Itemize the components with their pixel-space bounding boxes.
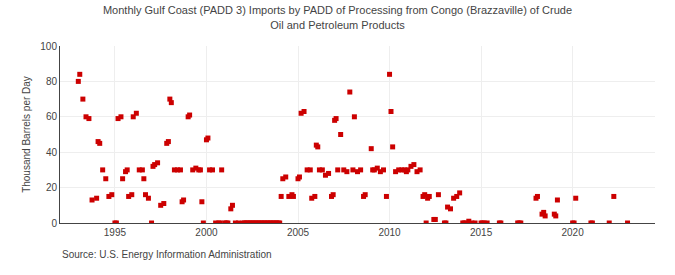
svg-text:40: 40 (46, 147, 58, 158)
svg-text:2005: 2005 (287, 227, 310, 238)
svg-text:Monthly Gulf Coast (PADD 3) Im: Monthly Gulf Coast (PADD 3) Imports by P… (103, 4, 572, 30)
svg-text:2000: 2000 (195, 227, 218, 238)
svg-text:Source: U.S. Energy Informatio: Source: U.S. Energy Information Administ… (62, 249, 272, 260)
svg-text:80: 80 (46, 76, 58, 87)
svg-text:2015: 2015 (470, 227, 493, 238)
svg-text:60: 60 (46, 111, 58, 122)
svg-text:Thousand Barrels per Day: Thousand Barrels per Day (21, 76, 32, 193)
svg-text:2020: 2020 (561, 227, 584, 238)
svg-text:100: 100 (40, 41, 57, 52)
svg-text:2010: 2010 (378, 227, 401, 238)
svg-text:0: 0 (51, 218, 57, 229)
svg-text:20: 20 (46, 182, 58, 193)
svg-text:1995: 1995 (104, 227, 127, 238)
